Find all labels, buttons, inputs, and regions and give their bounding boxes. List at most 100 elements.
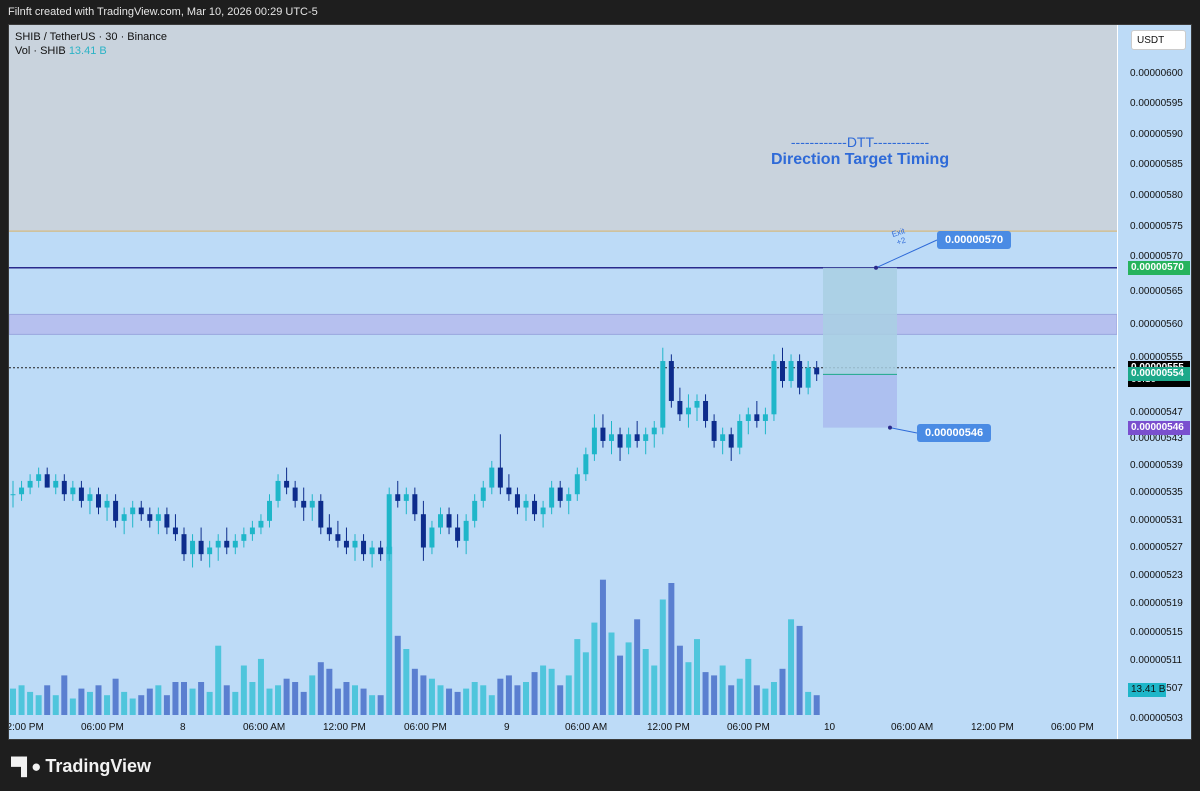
candle-body — [352, 540, 358, 548]
supply-zone — [9, 313, 1118, 335]
candle — [44, 467, 50, 488]
candle — [138, 500, 144, 521]
volume-bar — [10, 688, 16, 715]
candle — [780, 347, 785, 388]
volume-label: Vol · SHIB — [15, 45, 66, 57]
chart-canvas[interactable] — [9, 25, 1192, 740]
candle-body — [754, 414, 760, 421]
volume-bar — [591, 622, 598, 715]
candle — [694, 394, 700, 421]
volume-bar — [463, 688, 470, 715]
candle — [53, 474, 59, 495]
upper-target-callout[interactable]: 0.00000570 — [937, 231, 1012, 249]
candle — [549, 480, 555, 515]
volume-bar — [146, 688, 153, 715]
volume-bar — [446, 688, 453, 715]
volume-bar — [505, 675, 512, 715]
candle — [762, 407, 768, 435]
candle-body — [267, 500, 272, 521]
candle-body — [420, 514, 426, 548]
volume-bar — [352, 685, 358, 715]
candle-body — [207, 547, 213, 555]
volume-bar — [249, 682, 256, 715]
candle-body — [96, 494, 101, 508]
volume-bar — [18, 685, 25, 715]
candle-body — [728, 434, 734, 448]
candle-body — [104, 500, 110, 508]
candle — [241, 527, 247, 548]
time-tick-label: 06:00 PM — [81, 722, 124, 733]
candle-body — [463, 520, 469, 541]
volume-bar — [343, 682, 350, 715]
candle-body — [164, 514, 170, 528]
candle-body — [181, 534, 187, 555]
candle-body — [36, 474, 42, 481]
candle — [617, 427, 623, 461]
tradingview-logo: ▀▌● TradingView — [11, 756, 152, 776]
candle-body — [198, 540, 204, 555]
currency-button[interactable]: USDT — [1131, 30, 1186, 50]
volume-bar — [86, 691, 93, 715]
volume-legend: Vol · SHIB 13.41 B — [15, 44, 167, 58]
candle — [797, 354, 803, 395]
candle — [301, 487, 307, 521]
candle-body — [361, 540, 367, 555]
candle — [318, 494, 324, 535]
candle — [523, 494, 529, 521]
candle-body — [771, 361, 777, 415]
dtt-annotation: ------------DTT------------ Direction Ta… — [771, 133, 949, 169]
candle — [771, 354, 777, 421]
candle — [814, 361, 820, 382]
candle — [326, 514, 332, 541]
candle-body — [301, 500, 307, 508]
candle — [130, 500, 136, 528]
candle — [164, 507, 170, 535]
candle — [378, 540, 384, 561]
candle — [198, 527, 204, 561]
stop-price-tag: 0.00000546 — [1128, 420, 1190, 435]
lower-target-callout[interactable]: 0.00000546 — [917, 424, 992, 442]
target-price-tag: 0.00000570 — [1128, 260, 1190, 275]
volume-bar — [283, 678, 290, 715]
chart-frame[interactable]: SHIB / TetherUS · 30 · Binance Vol · SHI… — [8, 24, 1192, 740]
upper-callout-connector — [875, 239, 938, 269]
candle — [78, 480, 84, 508]
candle — [207, 540, 213, 568]
tradingview-logo-icon: ▀▌● — [11, 757, 41, 776]
candle-body — [514, 494, 520, 508]
candle — [19, 480, 25, 501]
volume-bar — [155, 685, 162, 715]
time-tick-label: 9 — [504, 722, 510, 733]
volume-bar — [694, 639, 700, 715]
candle-body — [668, 361, 674, 401]
volume-bar — [497, 678, 504, 715]
price-tick-label: 0.00000531 — [1130, 515, 1183, 526]
volume-bar — [181, 682, 187, 715]
candle — [754, 400, 760, 428]
candle — [557, 480, 563, 508]
candle — [181, 527, 187, 561]
candle-body — [53, 480, 59, 488]
candle-body — [343, 540, 349, 548]
candle — [96, 487, 101, 515]
candle-body — [292, 487, 298, 501]
price-tick-label: 0.00000580 — [1130, 190, 1183, 201]
volume-bar — [138, 695, 145, 715]
candle — [352, 534, 358, 561]
candle-body — [455, 527, 461, 541]
candle — [685, 394, 691, 428]
price-tick-label: 0.00000519 — [1130, 598, 1183, 609]
volume-bar — [61, 675, 68, 715]
volume-bar — [257, 658, 264, 715]
candle-body — [429, 527, 435, 548]
price-tick-label: 0.00000527 — [1130, 542, 1183, 553]
candle-body — [258, 520, 264, 528]
volume-bar — [317, 662, 324, 715]
candle — [497, 434, 503, 495]
price-tick-label: 0.00000590 — [1130, 129, 1183, 140]
candle-body — [532, 500, 538, 515]
volume-bar — [163, 695, 170, 715]
candle-body — [737, 420, 743, 448]
candle-body — [412, 494, 418, 515]
lower-callout-connector — [889, 427, 918, 434]
